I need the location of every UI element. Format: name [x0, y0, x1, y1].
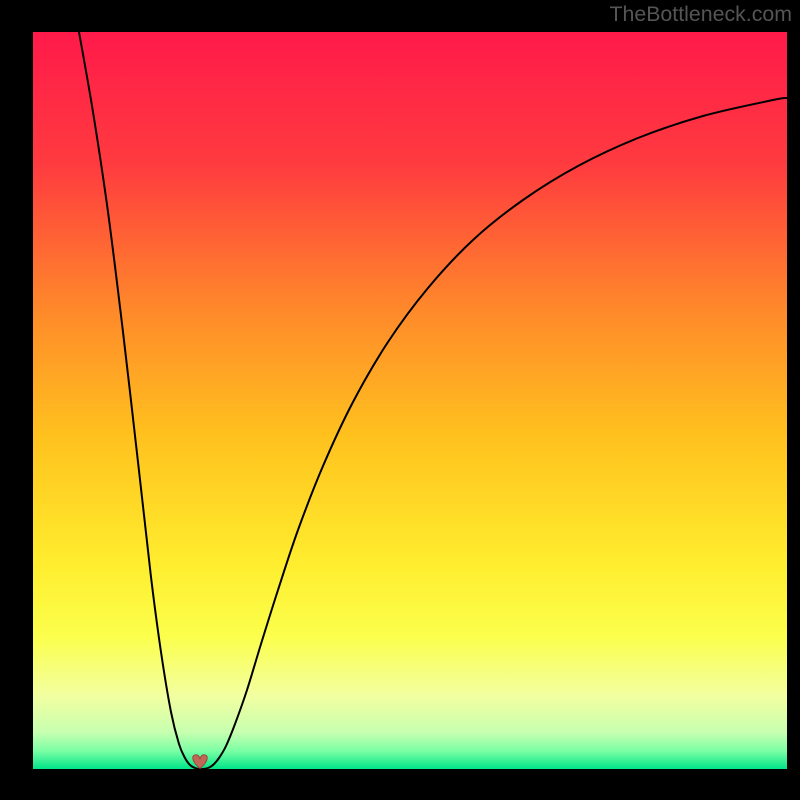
watermark-text: TheBottleneck.com	[609, 2, 792, 27]
chart-container: TheBottleneck.com	[0, 0, 800, 800]
bottleneck-curve	[33, 32, 787, 769]
plot-area	[33, 32, 787, 769]
minimum-heart-marker	[193, 755, 207, 769]
